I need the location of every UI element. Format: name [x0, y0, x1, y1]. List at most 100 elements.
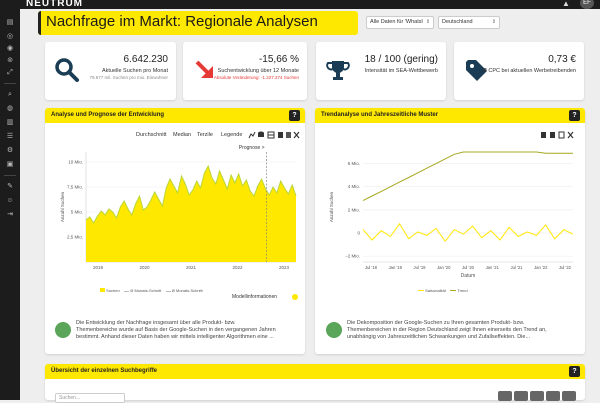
x-tick-label: 2023: [279, 265, 290, 270]
tools-icon[interactable]: ✎: [7, 183, 13, 190]
legend-swatch-seasonality: [418, 290, 424, 292]
legend-swatch-average: [124, 291, 130, 292]
trend-icon[interactable]: ⤢: [7, 69, 13, 76]
chart-legend: Saisonalität Trend: [418, 288, 468, 293]
download-button[interactable]: [562, 391, 576, 401]
trend-chart: −2 Mio. 0 2 Mio. 4 Mio. 6 Mio. Anzahl Suchen J…: [329, 151, 574, 279]
user-icon[interactable]: ☺: [6, 197, 14, 204]
trophy-icon: [326, 61, 350, 80]
data-filter-value: Alle Daten für 'Whatsl: [370, 19, 423, 25]
avatar[interactable]: EF: [580, 0, 594, 9]
help-button[interactable]: ?: [289, 110, 300, 121]
x-tick-label: Jan '19: [389, 265, 403, 270]
kpi-card-searches: 6.642.230 Aktuelle Suchen pro Monat 79.6…: [45, 42, 176, 100]
kpi-subtext: Absolute Veränderung: -1.227.274 Suchen: [213, 75, 299, 80]
list-icon[interactable]: ☰: [6, 133, 14, 140]
image-icon[interactable]: [550, 132, 555, 138]
search-icon: [55, 58, 79, 82]
option-median[interactable]: Median: [173, 132, 192, 138]
document-icon[interactable]: ▥: [6, 119, 14, 126]
chart-toolbar: [541, 131, 574, 139]
help-button[interactable]: ?: [569, 366, 580, 377]
table-icon[interactable]: [267, 131, 275, 139]
settings-icon[interactable]: ⚙: [6, 147, 14, 154]
option-average[interactable]: Durchschnitt: [136, 132, 167, 138]
database-icon[interactable]: [258, 131, 264, 138]
help-button[interactable]: ?: [569, 110, 580, 121]
seasonality-line: [362, 222, 574, 243]
y-tick-label: 2,5 Mio.: [67, 235, 83, 240]
data-filter-select[interactable]: Alle Daten für 'Whatsl ⇕: [366, 16, 434, 29]
expand-icon[interactable]: [567, 131, 574, 139]
chevron-down-icon: ⇕: [491, 19, 496, 25]
filter-button[interactable]: [514, 391, 528, 401]
option-terciles[interactable]: Terzile: [197, 132, 213, 138]
kpi-card-development: -15,66 % Suchentwicklung über 12 Monate …: [183, 42, 307, 100]
kpi-label: Aktuelle Suchen pro Monat: [101, 68, 168, 74]
kpi-label: Ø CPC bei aktuellen Werbetreibenden: [483, 68, 576, 74]
forecast-chart: 2,5 Mio. 5 Mio. 7,5 Mio. 10 Mio. Anzahl Such…: [60, 145, 297, 270]
target-icon[interactable]: ⊚: [7, 57, 13, 64]
location-icon[interactable]: ◉: [6, 45, 14, 52]
kpi-value: 6.642.230: [123, 54, 169, 65]
kpi-subtext: 79.677 mil. Suchen pro mio. Einwohner: [89, 75, 168, 80]
app-logo: NEUTRUM: [26, 0, 83, 9]
top-bar: NEUTRUM ▲ EF: [0, 0, 600, 9]
searches-line: [85, 164, 297, 224]
forecast-label: Prognose >: [239, 145, 265, 151]
sidebar: ▤ ◎ ◉ ⊚ ⤢ ⌕ ◍ ▥ ☰ ⚙ ▣ ✎ ☺ ⇥: [0, 9, 20, 400]
kpi-label: Suchentwicklung über 12 Monate: [217, 68, 299, 74]
panel-header: Trendanalyse und Jahreszeitliche Muster?: [315, 108, 585, 123]
y-tick-label: 2 Mio.: [348, 207, 360, 212]
option-legend[interactable]: Legende: [221, 132, 243, 138]
page-title: Nachfrage im Markt: Regionale Analysen: [46, 13, 318, 30]
arrow-down-right-icon: [195, 60, 213, 78]
chart-legend: Suchen Ø Monats-Schnitt Ø Monats-Schnitt: [100, 288, 203, 293]
expand-icon[interactable]: [293, 131, 300, 139]
x-tick-label: Jul '18: [365, 265, 378, 270]
info-dot-icon[interactable]: [292, 294, 298, 300]
header-accent: [38, 11, 41, 35]
y-tick-label: 6 Mio.: [348, 161, 360, 166]
x-tick-label: Jan '20: [437, 265, 451, 270]
bell-icon[interactable]: ▲: [562, 0, 570, 8]
globe-icon[interactable]: ◍: [6, 105, 14, 112]
columns-button[interactable]: [530, 391, 544, 401]
x-tick-label: Jul '22: [559, 265, 572, 270]
legend-item: Trend: [457, 288, 468, 293]
panel-header: Analyse und Prognose der Entwicklung?: [45, 108, 305, 123]
model-info-link[interactable]: Modellinformationen: [232, 294, 278, 300]
page-header: [38, 11, 358, 35]
compass-icon[interactable]: ◎: [6, 33, 14, 40]
export-icon[interactable]: ⇥: [7, 211, 13, 218]
panel-title: Übersicht der einzelnen Suchbegriffe: [51, 368, 158, 374]
table-icon[interactable]: [558, 131, 565, 139]
line-chart-icon[interactable]: [248, 131, 256, 139]
document-icon[interactable]: [541, 132, 546, 138]
tag-icon: [466, 60, 487, 81]
chart-icon[interactable]: ▤: [6, 19, 14, 26]
search-icon[interactable]: ⌕: [8, 91, 12, 98]
x-tick-label: Jul '19: [414, 265, 427, 270]
kpi-label-text: Ø CPC bei aktuellen Werbetreibenden: [482, 68, 576, 74]
document-icon[interactable]: [278, 132, 283, 138]
description-line: Die Entwicklung der Nachfrage insgesamt …: [76, 320, 236, 326]
description-line: Die Dekomposition der Google-Suchen zu I…: [347, 320, 525, 326]
sidebar-divider: [4, 175, 16, 176]
legend-swatch-trend: [450, 290, 457, 292]
legend-item: Ø Monats-Schnitt: [130, 288, 162, 293]
export-button[interactable]: [498, 391, 512, 401]
keyword-search-input[interactable]: Suchen...: [55, 393, 125, 403]
y-tick-label: 0: [357, 231, 360, 236]
y-tick-label: 5 Mio.: [71, 210, 83, 215]
legend-item: Saisonalität: [425, 288, 446, 293]
kpi-value: 18 / 100 (gering): [364, 54, 438, 65]
settings-button[interactable]: [546, 391, 560, 401]
chevron-down-icon: ⇕: [425, 19, 430, 25]
briefcase-icon[interactable]: ▣: [6, 161, 14, 168]
image-icon[interactable]: [286, 132, 291, 138]
leaf-icon: [326, 322, 342, 338]
x-axis-label: Datum: [461, 273, 476, 279]
forecast-description: Die Entwicklung der Nachfrage insgesamt …: [76, 320, 300, 341]
region-select[interactable]: Deutschland ⇕: [438, 16, 500, 29]
